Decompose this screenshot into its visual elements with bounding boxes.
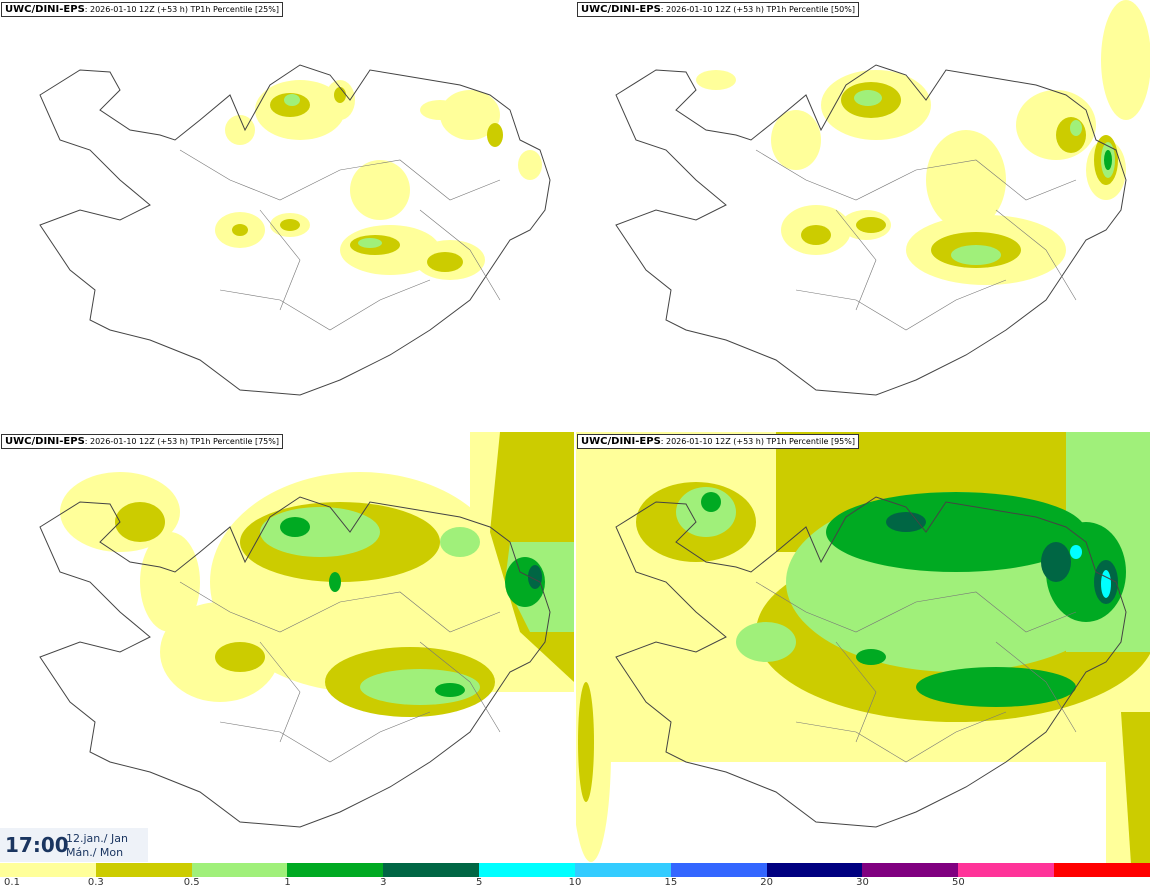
legend-swatch bbox=[0, 863, 96, 877]
legend-label: 3 bbox=[380, 877, 387, 888]
product-name: TP1h Percentile bbox=[766, 5, 829, 14]
valid-time-box: 17:00 12.jan./ Jan Mán./ Mon bbox=[0, 828, 148, 862]
legend-label: 30 bbox=[856, 877, 869, 888]
legend-swatch bbox=[766, 863, 863, 877]
precip-field bbox=[1070, 545, 1111, 598]
precip-field bbox=[528, 565, 542, 589]
product-name: TP1h Percentile bbox=[190, 437, 253, 446]
percentile-label: [25%] bbox=[254, 5, 279, 14]
legend-swatch bbox=[479, 863, 575, 877]
precip-map bbox=[39, 432, 574, 828]
legend-label: 15 bbox=[664, 877, 678, 888]
model-name: UWC/DINI-EPS bbox=[5, 436, 85, 447]
panel-title: UWC/DINI-EPS: 2026-01-10 12Z (+53 h) TP1… bbox=[1, 2, 283, 17]
legend-label: 0.3 bbox=[87, 877, 104, 888]
model-name: UWC/DINI-EPS bbox=[581, 436, 661, 447]
legend-swatch bbox=[287, 863, 384, 877]
legend-label: 1 bbox=[284, 877, 291, 888]
precip-map bbox=[576, 432, 1150, 864]
product-name: TP1h Percentile bbox=[190, 5, 253, 14]
model-name: UWC/DINI-EPS bbox=[581, 4, 661, 15]
percentile-label: [95%] bbox=[830, 437, 855, 446]
run-info: : 2026-01-10 12Z (+53 h) bbox=[84, 437, 188, 446]
color-legend bbox=[0, 863, 1150, 877]
panel-title: UWC/DINI-EPS: 2026-01-10 12Z (+53 h) TP1… bbox=[577, 2, 859, 17]
precip-field bbox=[854, 90, 1115, 265]
legend-swatch bbox=[670, 863, 767, 877]
percentile-label: [50%] bbox=[830, 5, 855, 14]
legend-label: 0.1 bbox=[4, 877, 20, 888]
legend-label: 50 bbox=[951, 877, 965, 888]
coastline bbox=[615, 64, 1127, 396]
legend-swatch bbox=[383, 863, 480, 877]
legend-swatch bbox=[862, 863, 959, 877]
valid-time: 17:00 bbox=[5, 833, 69, 857]
coastline bbox=[615, 496, 1127, 828]
map-panel-p95: UWC/DINI-EPS: 2026-01-10 12Z (+53 h) TP1… bbox=[576, 432, 1150, 864]
legend-label: 0.5 bbox=[183, 877, 200, 888]
panel-title: UWC/DINI-EPS: 2026-01-10 12Z (+53 h) TP1… bbox=[577, 434, 859, 449]
map-panel-p75: UWC/DINI-EPS: 2026-01-10 12Z (+53 h) TP1… bbox=[0, 432, 574, 864]
model-name: UWC/DINI-EPS bbox=[5, 4, 85, 15]
legend-swatch bbox=[95, 863, 192, 877]
valid-date-line2: Mán./ Mon bbox=[66, 846, 124, 859]
precip-map bbox=[615, 0, 1150, 396]
admin-boundaries bbox=[179, 149, 501, 331]
precip-map bbox=[39, 64, 551, 396]
valid-date-line1: 12.jan./ Jan bbox=[66, 832, 128, 845]
legend-swatch bbox=[191, 863, 288, 877]
map-panel-p25: UWC/DINI-EPS: 2026-01-10 12Z (+53 h) TP1… bbox=[0, 0, 574, 432]
panel-title: UWC/DINI-EPS: 2026-01-10 12Z (+53 h) TP1… bbox=[1, 434, 283, 449]
product-name: TP1h Percentile bbox=[766, 437, 829, 446]
map-panel-p50: UWC/DINI-EPS: 2026-01-10 12Z (+53 h) TP1… bbox=[576, 0, 1150, 432]
legend-swatch bbox=[574, 863, 671, 877]
admin-boundaries bbox=[179, 581, 501, 763]
color-legend-labels: 0.1 0.3 0.5 1 3 5 10 15 20 30 50 bbox=[0, 877, 1150, 891]
percentile-label: [75%] bbox=[254, 437, 279, 446]
precip-field bbox=[280, 517, 545, 697]
admin-boundaries bbox=[755, 149, 1077, 331]
legend-label: 5 bbox=[475, 877, 483, 888]
admin-boundaries bbox=[755, 581, 1077, 763]
run-info: : 2026-01-10 12Z (+53 h) bbox=[660, 5, 764, 14]
legend-label: 20 bbox=[760, 877, 774, 888]
coastline bbox=[39, 64, 551, 396]
coastline bbox=[39, 496, 551, 828]
precip-field bbox=[284, 94, 382, 248]
legend-swatch bbox=[958, 863, 1055, 877]
run-info: : 2026-01-10 12Z (+53 h) bbox=[84, 5, 188, 14]
legend-swatch bbox=[1054, 863, 1150, 877]
run-info: : 2026-01-10 12Z (+53 h) bbox=[660, 437, 764, 446]
legend-label: 10 bbox=[568, 877, 582, 888]
precip-field bbox=[1104, 150, 1112, 170]
precip-field bbox=[701, 492, 1126, 707]
